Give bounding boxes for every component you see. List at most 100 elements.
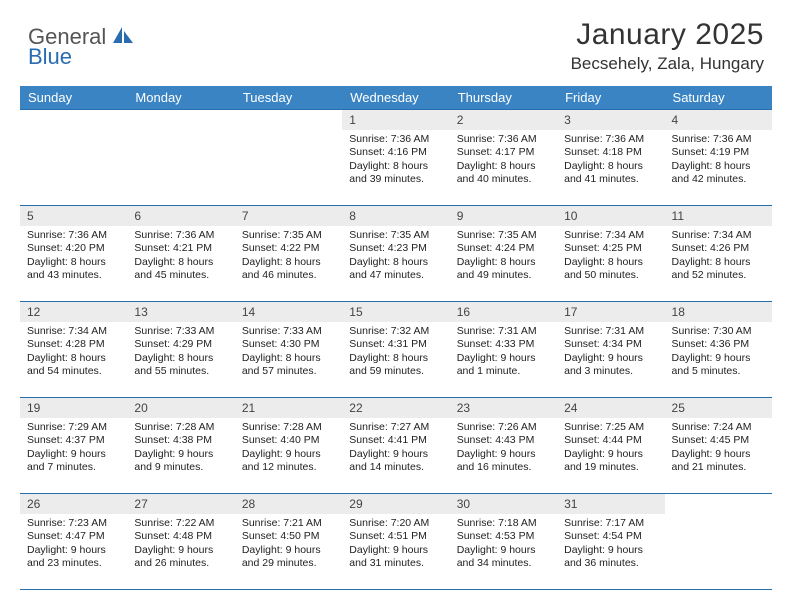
day-number: 7: [235, 206, 342, 226]
day-line: Sunrise: 7:33 AM: [242, 325, 335, 338]
day-body: Sunrise: 7:35 AMSunset: 4:24 PMDaylight:…: [450, 226, 557, 287]
calendar-table: Sunday Monday Tuesday Wednesday Thursday…: [20, 86, 772, 590]
day-header: Wednesday: [342, 86, 449, 110]
day-body: Sunrise: 7:33 AMSunset: 4:30 PMDaylight:…: [235, 322, 342, 383]
day-line: and 1 minute.: [457, 365, 550, 378]
day-line: Daylight: 8 hours: [457, 160, 550, 173]
calendar-cell: 25Sunrise: 7:24 AMSunset: 4:45 PMDayligh…: [665, 398, 772, 494]
day-line: Sunset: 4:20 PM: [27, 242, 120, 255]
day-body: Sunrise: 7:18 AMSunset: 4:53 PMDaylight:…: [450, 514, 557, 575]
day-line: Sunset: 4:30 PM: [242, 338, 335, 351]
day-line: Daylight: 8 hours: [134, 256, 227, 269]
day-line: Sunrise: 7:36 AM: [349, 133, 442, 146]
day-line: Daylight: 8 hours: [27, 352, 120, 365]
day-line: Sunset: 4:16 PM: [349, 146, 442, 159]
day-body: Sunrise: 7:24 AMSunset: 4:45 PMDaylight:…: [665, 418, 772, 479]
day-line: and 9 minutes.: [134, 461, 227, 474]
calendar-cell: 1Sunrise: 7:36 AMSunset: 4:16 PMDaylight…: [342, 110, 449, 206]
day-number: 15: [342, 302, 449, 322]
calendar-cell: [235, 110, 342, 206]
day-line: Sunrise: 7:21 AM: [242, 517, 335, 530]
calendar-cell: 31Sunrise: 7:17 AMSunset: 4:54 PMDayligh…: [557, 494, 664, 590]
day-line: and 41 minutes.: [564, 173, 657, 186]
day-line: and 16 minutes.: [457, 461, 550, 474]
day-line: and 34 minutes.: [457, 557, 550, 570]
day-line: Sunrise: 7:36 AM: [27, 229, 120, 242]
day-line: Daylight: 9 hours: [564, 544, 657, 557]
day-line: Sunrise: 7:28 AM: [134, 421, 227, 434]
day-line: and 29 minutes.: [242, 557, 335, 570]
calendar-cell: 6Sunrise: 7:36 AMSunset: 4:21 PMDaylight…: [127, 206, 234, 302]
day-line: Sunset: 4:50 PM: [242, 530, 335, 543]
calendar-cell: 3Sunrise: 7:36 AMSunset: 4:18 PMDaylight…: [557, 110, 664, 206]
day-body: Sunrise: 7:17 AMSunset: 4:54 PMDaylight:…: [557, 514, 664, 575]
calendar-cell: 10Sunrise: 7:34 AMSunset: 4:25 PMDayligh…: [557, 206, 664, 302]
day-line: Daylight: 9 hours: [672, 448, 765, 461]
day-body: Sunrise: 7:28 AMSunset: 4:40 PMDaylight:…: [235, 418, 342, 479]
day-line: and 47 minutes.: [349, 269, 442, 282]
day-line: and 57 minutes.: [242, 365, 335, 378]
day-line: Sunset: 4:53 PM: [457, 530, 550, 543]
day-number: 8: [342, 206, 449, 226]
day-line: and 7 minutes.: [27, 461, 120, 474]
day-number: 19: [20, 398, 127, 418]
day-line: Daylight: 8 hours: [27, 256, 120, 269]
day-line: and 36 minutes.: [564, 557, 657, 570]
day-number: 21: [235, 398, 342, 418]
calendar-cell: 24Sunrise: 7:25 AMSunset: 4:44 PMDayligh…: [557, 398, 664, 494]
day-line: Daylight: 8 hours: [349, 160, 442, 173]
day-line: and 21 minutes.: [672, 461, 765, 474]
day-line: Sunset: 4:26 PM: [672, 242, 765, 255]
day-header: Thursday: [450, 86, 557, 110]
calendar-week-row: 19Sunrise: 7:29 AMSunset: 4:37 PMDayligh…: [20, 398, 772, 494]
day-line: and 26 minutes.: [134, 557, 227, 570]
day-line: Sunrise: 7:31 AM: [457, 325, 550, 338]
day-header: Saturday: [665, 86, 772, 110]
day-number: 24: [557, 398, 664, 418]
calendar-cell: 9Sunrise: 7:35 AMSunset: 4:24 PMDaylight…: [450, 206, 557, 302]
calendar-cell: 15Sunrise: 7:32 AMSunset: 4:31 PMDayligh…: [342, 302, 449, 398]
day-body: Sunrise: 7:36 AMSunset: 4:20 PMDaylight:…: [20, 226, 127, 287]
day-line: Sunrise: 7:30 AM: [672, 325, 765, 338]
month-title: January 2025: [571, 18, 764, 52]
day-line: Sunrise: 7:28 AM: [242, 421, 335, 434]
day-number: 14: [235, 302, 342, 322]
day-line: Sunset: 4:36 PM: [672, 338, 765, 351]
day-body: Sunrise: 7:36 AMSunset: 4:16 PMDaylight:…: [342, 130, 449, 191]
calendar-cell: 27Sunrise: 7:22 AMSunset: 4:48 PMDayligh…: [127, 494, 234, 590]
day-line: Sunset: 4:34 PM: [564, 338, 657, 351]
day-line: Sunset: 4:43 PM: [457, 434, 550, 447]
title-block: January 2025 Becsehely, Zala, Hungary: [571, 18, 764, 74]
day-line: Sunrise: 7:17 AM: [564, 517, 657, 530]
day-number: 27: [127, 494, 234, 514]
calendar-cell: 30Sunrise: 7:18 AMSunset: 4:53 PMDayligh…: [450, 494, 557, 590]
day-body: Sunrise: 7:20 AMSunset: 4:51 PMDaylight:…: [342, 514, 449, 575]
location: Becsehely, Zala, Hungary: [571, 54, 764, 74]
calendar-week-row: 12Sunrise: 7:34 AMSunset: 4:28 PMDayligh…: [20, 302, 772, 398]
calendar-cell: 22Sunrise: 7:27 AMSunset: 4:41 PMDayligh…: [342, 398, 449, 494]
day-body: Sunrise: 7:36 AMSunset: 4:19 PMDaylight:…: [665, 130, 772, 191]
calendar-cell: [665, 494, 772, 590]
day-line: Sunrise: 7:33 AM: [134, 325, 227, 338]
day-line: Sunrise: 7:27 AM: [349, 421, 442, 434]
day-number: 11: [665, 206, 772, 226]
day-line: Daylight: 9 hours: [564, 448, 657, 461]
day-number: 3: [557, 110, 664, 130]
day-line: Sunset: 4:38 PM: [134, 434, 227, 447]
day-line: and 23 minutes.: [27, 557, 120, 570]
day-line: and 14 minutes.: [349, 461, 442, 474]
day-line: Daylight: 9 hours: [349, 544, 442, 557]
day-number: 28: [235, 494, 342, 514]
day-line: Sunrise: 7:26 AM: [457, 421, 550, 434]
calendar-cell: 28Sunrise: 7:21 AMSunset: 4:50 PMDayligh…: [235, 494, 342, 590]
day-line: Daylight: 9 hours: [564, 352, 657, 365]
day-body: Sunrise: 7:35 AMSunset: 4:22 PMDaylight:…: [235, 226, 342, 287]
calendar-cell: [20, 110, 127, 206]
day-body: Sunrise: 7:31 AMSunset: 4:33 PMDaylight:…: [450, 322, 557, 383]
calendar-cell: 13Sunrise: 7:33 AMSunset: 4:29 PMDayligh…: [127, 302, 234, 398]
day-header: Sunday: [20, 86, 127, 110]
day-number: 23: [450, 398, 557, 418]
day-line: Daylight: 8 hours: [672, 256, 765, 269]
day-line: and 46 minutes.: [242, 269, 335, 282]
day-line: and 42 minutes.: [672, 173, 765, 186]
